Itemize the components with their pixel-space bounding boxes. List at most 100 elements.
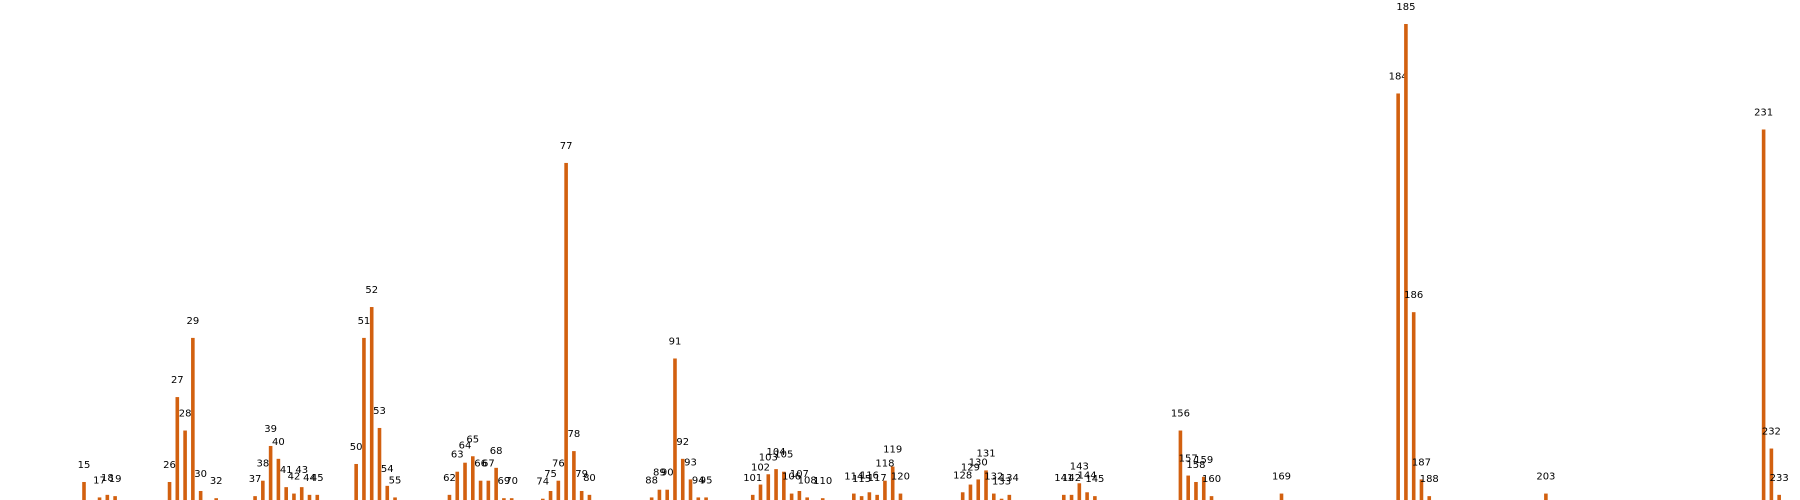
bar-74	[540, 498, 545, 500]
bar-label-134: 134	[1000, 473, 1019, 484]
bar-17	[97, 497, 102, 500]
bar-label-37: 37	[249, 474, 262, 485]
bar-233	[1777, 494, 1781, 500]
bar-53	[377, 427, 382, 500]
bar-141	[1061, 494, 1066, 500]
bar-106	[789, 493, 794, 500]
bar-label-90: 90	[661, 468, 674, 479]
bar-label-28: 28	[179, 409, 192, 420]
bar-130	[976, 479, 981, 500]
bar-80	[587, 494, 592, 500]
bar-label-105: 105	[774, 450, 793, 461]
bar-132	[991, 493, 996, 500]
bar-label-80: 80	[583, 473, 596, 484]
bar-89	[657, 489, 662, 500]
bar-101	[750, 494, 755, 500]
bar-65	[471, 456, 475, 500]
bar-94	[696, 497, 701, 500]
bar-50	[354, 463, 358, 500]
bar-label-107: 107	[790, 469, 809, 480]
bar-28	[183, 430, 187, 500]
bar-169	[1279, 493, 1284, 500]
bar-label-26: 26	[163, 460, 176, 471]
bar-75	[548, 490, 553, 500]
bar-30	[198, 490, 203, 500]
bar-118	[883, 480, 887, 500]
bar-186	[1411, 312, 1416, 500]
bar-label-52: 52	[365, 285, 378, 296]
bar-92	[680, 458, 685, 500]
bar-203	[1544, 493, 1548, 500]
bar-label-79: 79	[575, 469, 588, 480]
bar-38	[261, 480, 265, 500]
bar-label-18: 18	[101, 473, 114, 484]
bar-label-185: 185	[1396, 2, 1415, 13]
bar-label-203: 203	[1536, 472, 1555, 483]
bar-label-131: 131	[976, 448, 995, 459]
bar-label-120: 120	[891, 472, 910, 483]
bar-15	[82, 481, 86, 500]
bar-231	[1761, 129, 1766, 500]
bar-label-44: 44	[303, 473, 316, 484]
bar-label-144: 144	[1078, 470, 1097, 481]
bar-label-50: 50	[350, 442, 363, 453]
bar-label-132: 132	[984, 472, 1003, 483]
bar-93	[688, 479, 693, 500]
bar-label-45: 45	[311, 473, 324, 484]
bar-156	[1178, 430, 1183, 500]
bar-label-17: 17	[93, 475, 106, 486]
bar-label-76: 76	[552, 459, 565, 470]
bar-label-188: 188	[1420, 474, 1439, 485]
bar-label-27: 27	[171, 375, 184, 386]
bar-label-41: 41	[280, 465, 293, 476]
bar-label-102: 102	[751, 463, 770, 474]
bar-label-88: 88	[645, 475, 658, 486]
bar-label-30: 30	[194, 469, 207, 480]
bar-label-64: 64	[459, 441, 472, 452]
bar-label-54: 54	[381, 464, 394, 475]
bar-18	[105, 494, 110, 500]
bar-131	[984, 470, 988, 500]
bar-label-233: 233	[1770, 473, 1789, 484]
bar-label-156: 156	[1171, 409, 1190, 420]
bar-104	[774, 469, 778, 500]
bar-label-142: 142	[1062, 473, 1081, 484]
bar-45	[315, 494, 320, 500]
bar-102	[758, 484, 763, 500]
bar-54	[385, 485, 390, 500]
bar-label-77: 77	[560, 141, 573, 152]
bar-label-119: 119	[883, 445, 902, 456]
bar-108	[805, 497, 809, 500]
bar-117	[875, 494, 879, 500]
bar-label-141: 141	[1054, 473, 1073, 484]
bar-label-184: 184	[1389, 71, 1408, 82]
bar-label-15: 15	[78, 460, 91, 471]
bar-label-101: 101	[743, 473, 762, 484]
bar-label-67: 67	[482, 459, 495, 470]
bar-64	[463, 462, 467, 500]
bar-label-63: 63	[451, 450, 464, 461]
bar-105	[782, 471, 786, 500]
bar-41	[284, 487, 288, 500]
bar-67	[486, 480, 491, 500]
bar-label-110: 110	[813, 476, 832, 487]
bar-label-108: 108	[798, 475, 817, 486]
bar-label-51: 51	[358, 316, 371, 327]
bar-43	[299, 487, 304, 500]
bar-157	[1186, 475, 1190, 500]
bar-42	[292, 493, 296, 500]
bar-143	[1077, 483, 1082, 500]
bar-39	[268, 445, 273, 500]
bar-66	[478, 480, 483, 500]
bar-label-42: 42	[288, 472, 301, 483]
bar-68	[494, 467, 498, 500]
bar-120	[898, 493, 903, 500]
bar-label-68: 68	[490, 446, 503, 457]
bar-44	[307, 494, 312, 500]
bar-115	[859, 496, 864, 500]
bar-label-70: 70	[505, 476, 518, 487]
bar-95	[704, 497, 708, 500]
bar-62	[447, 494, 452, 500]
bar-label-69: 69	[498, 476, 511, 487]
bar-label-40: 40	[272, 437, 285, 448]
